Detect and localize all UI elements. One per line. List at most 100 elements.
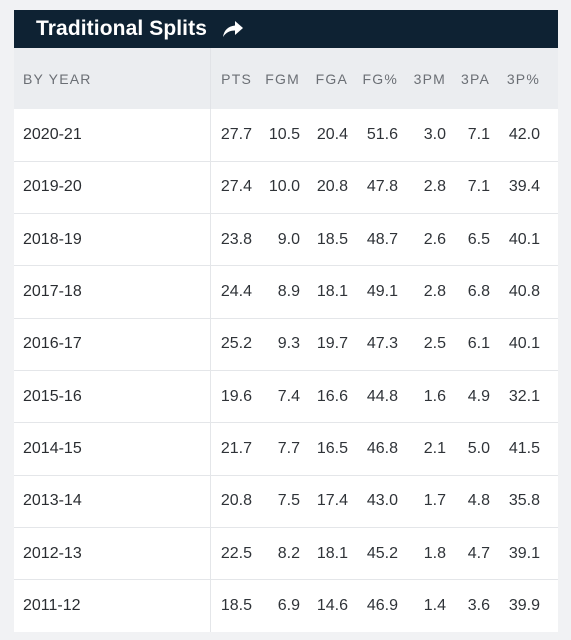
- table-row: 2011-12 18.5 6.9 14.6 46.9 1.4 3.6 39.9: [14, 579, 558, 632]
- table-row: 2015-16 19.6 7.4 16.6 44.8 1.6 4.9 32.1: [14, 370, 558, 423]
- cell-year: 2011-12: [14, 579, 211, 632]
- cell-year: 2013-14: [14, 475, 211, 528]
- cell-fgm: 8.9: [277, 283, 300, 301]
- cell-3pa: 7.1: [467, 125, 490, 143]
- cell-fga: 14.6: [316, 597, 348, 615]
- cell-3pm: 2.5: [423, 335, 446, 353]
- cell-fgm: 7.4: [277, 387, 300, 405]
- traditional-splits-panel: Traditional Splits BY YEAR PTS FGM FGA F…: [14, 10, 558, 632]
- cell-year: 2014-15: [14, 422, 211, 476]
- cell-3pa: 4.8: [467, 492, 490, 510]
- cell-fga: 20.8: [316, 178, 348, 196]
- cell-3p-pct: 39.4: [508, 178, 540, 196]
- cell-3pa: 3.6: [467, 597, 490, 615]
- cell-3pa: 6.1: [467, 335, 490, 353]
- cell-3pm: 2.1: [423, 439, 446, 457]
- cell-fg-pct: 47.3: [366, 335, 398, 353]
- cell-fg-pct: 49.1: [366, 283, 398, 301]
- column-header-row: BY YEAR PTS FGM FGA FG% 3PM 3PA 3P%: [14, 48, 558, 109]
- cell-year: 2012-13: [14, 527, 211, 580]
- cell-fgm: 10.0: [268, 178, 300, 196]
- cell-3pm: 2.8: [423, 178, 446, 196]
- cell-3pm: 1.4: [423, 597, 446, 615]
- cell-year: 2020-21: [14, 109, 211, 162]
- cell-fgm: 7.5: [277, 492, 300, 510]
- table-row: 2017-18 24.4 8.9 18.1 49.1 2.8 6.8 40.8: [14, 265, 558, 319]
- cell-3pa: 7.1: [467, 178, 490, 196]
- cell-fga: 16.6: [316, 387, 348, 405]
- cell-3pm: 1.6: [423, 387, 446, 405]
- panel-title: Traditional Splits: [36, 17, 207, 40]
- column-header-fgm: FGM: [265, 70, 300, 87]
- column-header-3pa: 3PA: [460, 70, 490, 87]
- cell-3p-pct: 41.5: [508, 439, 540, 457]
- cell-fg-pct: 43.0: [366, 492, 398, 510]
- cell-fga: 18.1: [316, 283, 348, 301]
- column-header-pts: PTS: [221, 70, 252, 87]
- cell-pts: 23.8: [220, 230, 252, 248]
- cell-3p-pct: 35.8: [508, 492, 540, 510]
- cell-pts: 18.5: [220, 597, 252, 615]
- cell-fgm: 7.7: [277, 439, 300, 457]
- cell-year: 2017-18: [14, 265, 211, 319]
- cell-3pm: 1.7: [423, 492, 446, 510]
- cell-3pa: 4.7: [467, 544, 490, 562]
- cell-3pa: 4.9: [467, 387, 490, 405]
- table-row: 2014-15 21.7 7.7 16.5 46.8 2.1 5.0 41.5: [14, 422, 558, 476]
- cell-fgm: 8.2: [277, 544, 300, 562]
- splits-table: BY YEAR PTS FGM FGA FG% 3PM 3PA 3P% 2020…: [14, 48, 558, 632]
- cell-fga: 16.5: [316, 439, 348, 457]
- cell-fgm: 6.9: [277, 597, 300, 615]
- cell-3pm: 2.8: [423, 283, 446, 301]
- cell-3pa: 6.8: [467, 283, 490, 301]
- table-body: 2020-21 27.7 10.5 20.4 51.6 3.0 7.1 42.0 2019-20…: [14, 109, 558, 632]
- table-row: 2019-20 27.4 10.0 20.8 47.8 2.8 7.1 39.4: [14, 161, 558, 214]
- cell-pts: 25.2: [220, 335, 252, 353]
- cell-fg-pct: 51.6: [366, 125, 398, 143]
- cell-pts: 19.6: [220, 387, 252, 405]
- cell-fgm: 10.5: [268, 125, 300, 143]
- cell-fga: 18.1: [316, 544, 348, 562]
- table-row: 2018-19 23.8 9.0 18.5 48.7 2.6 6.5 40.1: [14, 213, 558, 266]
- cell-fg-pct: 46.9: [366, 597, 398, 615]
- cell-pts: 21.7: [220, 439, 252, 457]
- cell-fg-pct: 48.7: [366, 230, 398, 248]
- column-header-fga: FGA: [315, 70, 348, 87]
- cell-year: 2019-20: [14, 161, 211, 214]
- panel-header: Traditional Splits: [14, 10, 558, 48]
- cell-3pm: 1.8: [423, 544, 446, 562]
- cell-3p-pct: 42.0: [508, 125, 540, 143]
- column-header-fg-pct: FG%: [362, 70, 398, 87]
- cell-3p-pct: 32.1: [508, 387, 540, 405]
- column-header-3pm: 3PM: [413, 70, 446, 87]
- cell-year: 2015-16: [14, 370, 211, 423]
- share-arrow-icon[interactable]: [221, 19, 245, 39]
- cell-fg-pct: 47.8: [366, 178, 398, 196]
- cell-fg-pct: 45.2: [366, 544, 398, 562]
- cell-3pa: 5.0: [467, 439, 490, 457]
- cell-fgm: 9.3: [277, 335, 300, 353]
- cell-pts: 20.8: [220, 492, 252, 510]
- cell-fga: 18.5: [316, 230, 348, 248]
- table-row: 2012-13 22.5 8.2 18.1 45.2 1.8 4.7 39.1: [14, 527, 558, 580]
- column-header-by-year: BY YEAR: [14, 48, 211, 109]
- table-row: 2016-17 25.2 9.3 19.7 47.3 2.5 6.1 40.1: [14, 318, 558, 371]
- cell-pts: 24.4: [220, 283, 252, 301]
- cell-3p-pct: 40.1: [508, 335, 540, 353]
- cell-pts: 27.7: [220, 125, 252, 143]
- table-row: 2013-14 20.8 7.5 17.4 43.0 1.7 4.8 35.8: [14, 475, 558, 528]
- cell-3p-pct: 39.1: [508, 544, 540, 562]
- cell-fga: 17.4: [316, 492, 348, 510]
- cell-fg-pct: 46.8: [366, 439, 398, 457]
- table-row: 2020-21 27.7 10.5 20.4 51.6 3.0 7.1 42.0: [14, 109, 558, 162]
- cell-fga: 19.7: [316, 335, 348, 353]
- cell-3pm: 3.0: [423, 125, 446, 143]
- column-header-3p-pct: 3P%: [506, 70, 540, 87]
- cell-3pa: 6.5: [467, 230, 490, 248]
- cell-year: 2016-17: [14, 318, 211, 371]
- cell-pts: 27.4: [220, 178, 252, 196]
- cell-fgm: 9.0: [277, 230, 300, 248]
- cell-year: 2018-19: [14, 213, 211, 266]
- cell-fg-pct: 44.8: [366, 387, 398, 405]
- cell-3p-pct: 39.9: [508, 597, 540, 615]
